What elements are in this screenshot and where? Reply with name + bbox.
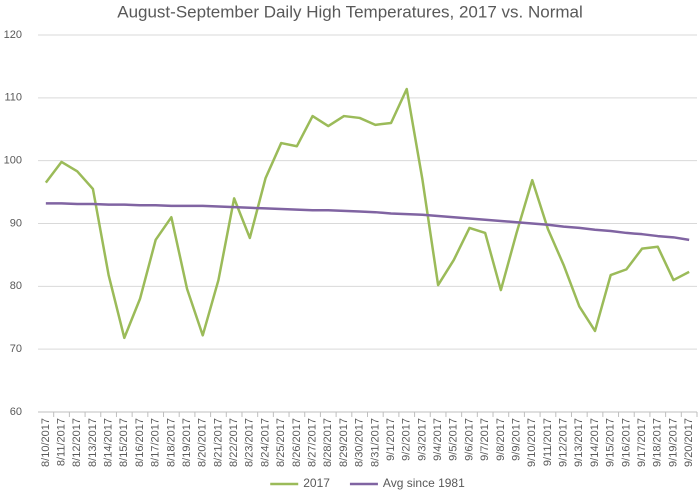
- y-tick-label: 90: [10, 217, 22, 229]
- x-tick-label: 8/16/2017: [134, 418, 146, 467]
- legend-label: 2017: [303, 476, 330, 490]
- x-tick-label: 9/1/2017: [385, 418, 397, 461]
- y-tick-label: 100: [4, 155, 22, 167]
- x-tick-label: 9/4/2017: [432, 418, 444, 461]
- x-tick-label: 8/13/2017: [87, 418, 99, 467]
- y-tick-label: 60: [10, 406, 22, 418]
- x-tick-label: 8/14/2017: [103, 418, 115, 467]
- x-tick-label: 9/7/2017: [479, 418, 491, 461]
- legend-label: Avg since 1981: [383, 476, 465, 490]
- x-tick-label: 9/6/2017: [463, 418, 475, 461]
- series-line: [45, 202, 690, 242]
- x-tick-label: 9/11/2017: [542, 418, 554, 466]
- x-tick-label: 8/10/2017: [40, 418, 52, 467]
- x-tick-label: 9/3/2017: [416, 418, 428, 461]
- y-tick-label: 80: [10, 280, 22, 292]
- x-tick-label: 9/14/2017: [589, 418, 601, 467]
- x-tick-label: 8/18/2017: [165, 418, 177, 467]
- y-tick-label: 110: [4, 92, 22, 104]
- x-tick-label: 8/26/2017: [291, 418, 303, 467]
- x-tick-label: 8/24/2017: [259, 418, 271, 467]
- x-tick-label: 8/19/2017: [181, 418, 193, 467]
- chart-title: August-September Daily High Temperatures…: [117, 2, 583, 21]
- x-tick-label: 9/2/2017: [401, 418, 413, 461]
- x-tick-label: 8/12/2017: [71, 418, 83, 467]
- x-tick-label: 8/21/2017: [212, 418, 224, 467]
- x-tick-label: 8/25/2017: [275, 418, 287, 467]
- x-tick-label: 9/5/2017: [448, 418, 460, 461]
- x-tick-label: 9/10/2017: [526, 418, 538, 467]
- y-tick-label: 120: [4, 29, 22, 41]
- x-tick-label: 8/28/2017: [322, 418, 334, 467]
- x-tick-label: 8/22/2017: [228, 418, 240, 467]
- x-tick-label: 9/15/2017: [605, 418, 617, 467]
- x-tick-label: 8/11/2017: [55, 418, 67, 466]
- x-tick-label: 9/16/2017: [620, 418, 632, 467]
- x-tick-label: 8/29/2017: [338, 418, 350, 467]
- x-tick-label: 8/15/2017: [118, 418, 130, 467]
- x-tick-label: 8/17/2017: [150, 418, 162, 467]
- x-tick-label: 8/20/2017: [197, 418, 209, 467]
- x-tick-label: 8/30/2017: [354, 418, 366, 467]
- series-line: [44, 87, 690, 340]
- legend: 2017 Avg since 1981: [270, 476, 465, 490]
- x-tick-label: 9/20/2017: [683, 418, 695, 467]
- x-tick-label: 9/9/2017: [510, 418, 522, 461]
- x-tick-label: 9/19/2017: [667, 418, 679, 467]
- x-tick-label: 9/17/2017: [636, 418, 648, 467]
- x-tick-label: 8/31/2017: [369, 418, 381, 467]
- x-tick-label: 9/18/2017: [652, 418, 664, 467]
- x-tick-label: 9/8/2017: [495, 418, 507, 461]
- y-tick-label: 70: [10, 343, 22, 355]
- x-tick-label: 8/27/2017: [306, 418, 318, 467]
- x-tick-label: 8/23/2017: [244, 418, 256, 467]
- x-tick-label: 9/13/2017: [573, 418, 585, 467]
- x-tick-label: 9/12/2017: [558, 418, 570, 467]
